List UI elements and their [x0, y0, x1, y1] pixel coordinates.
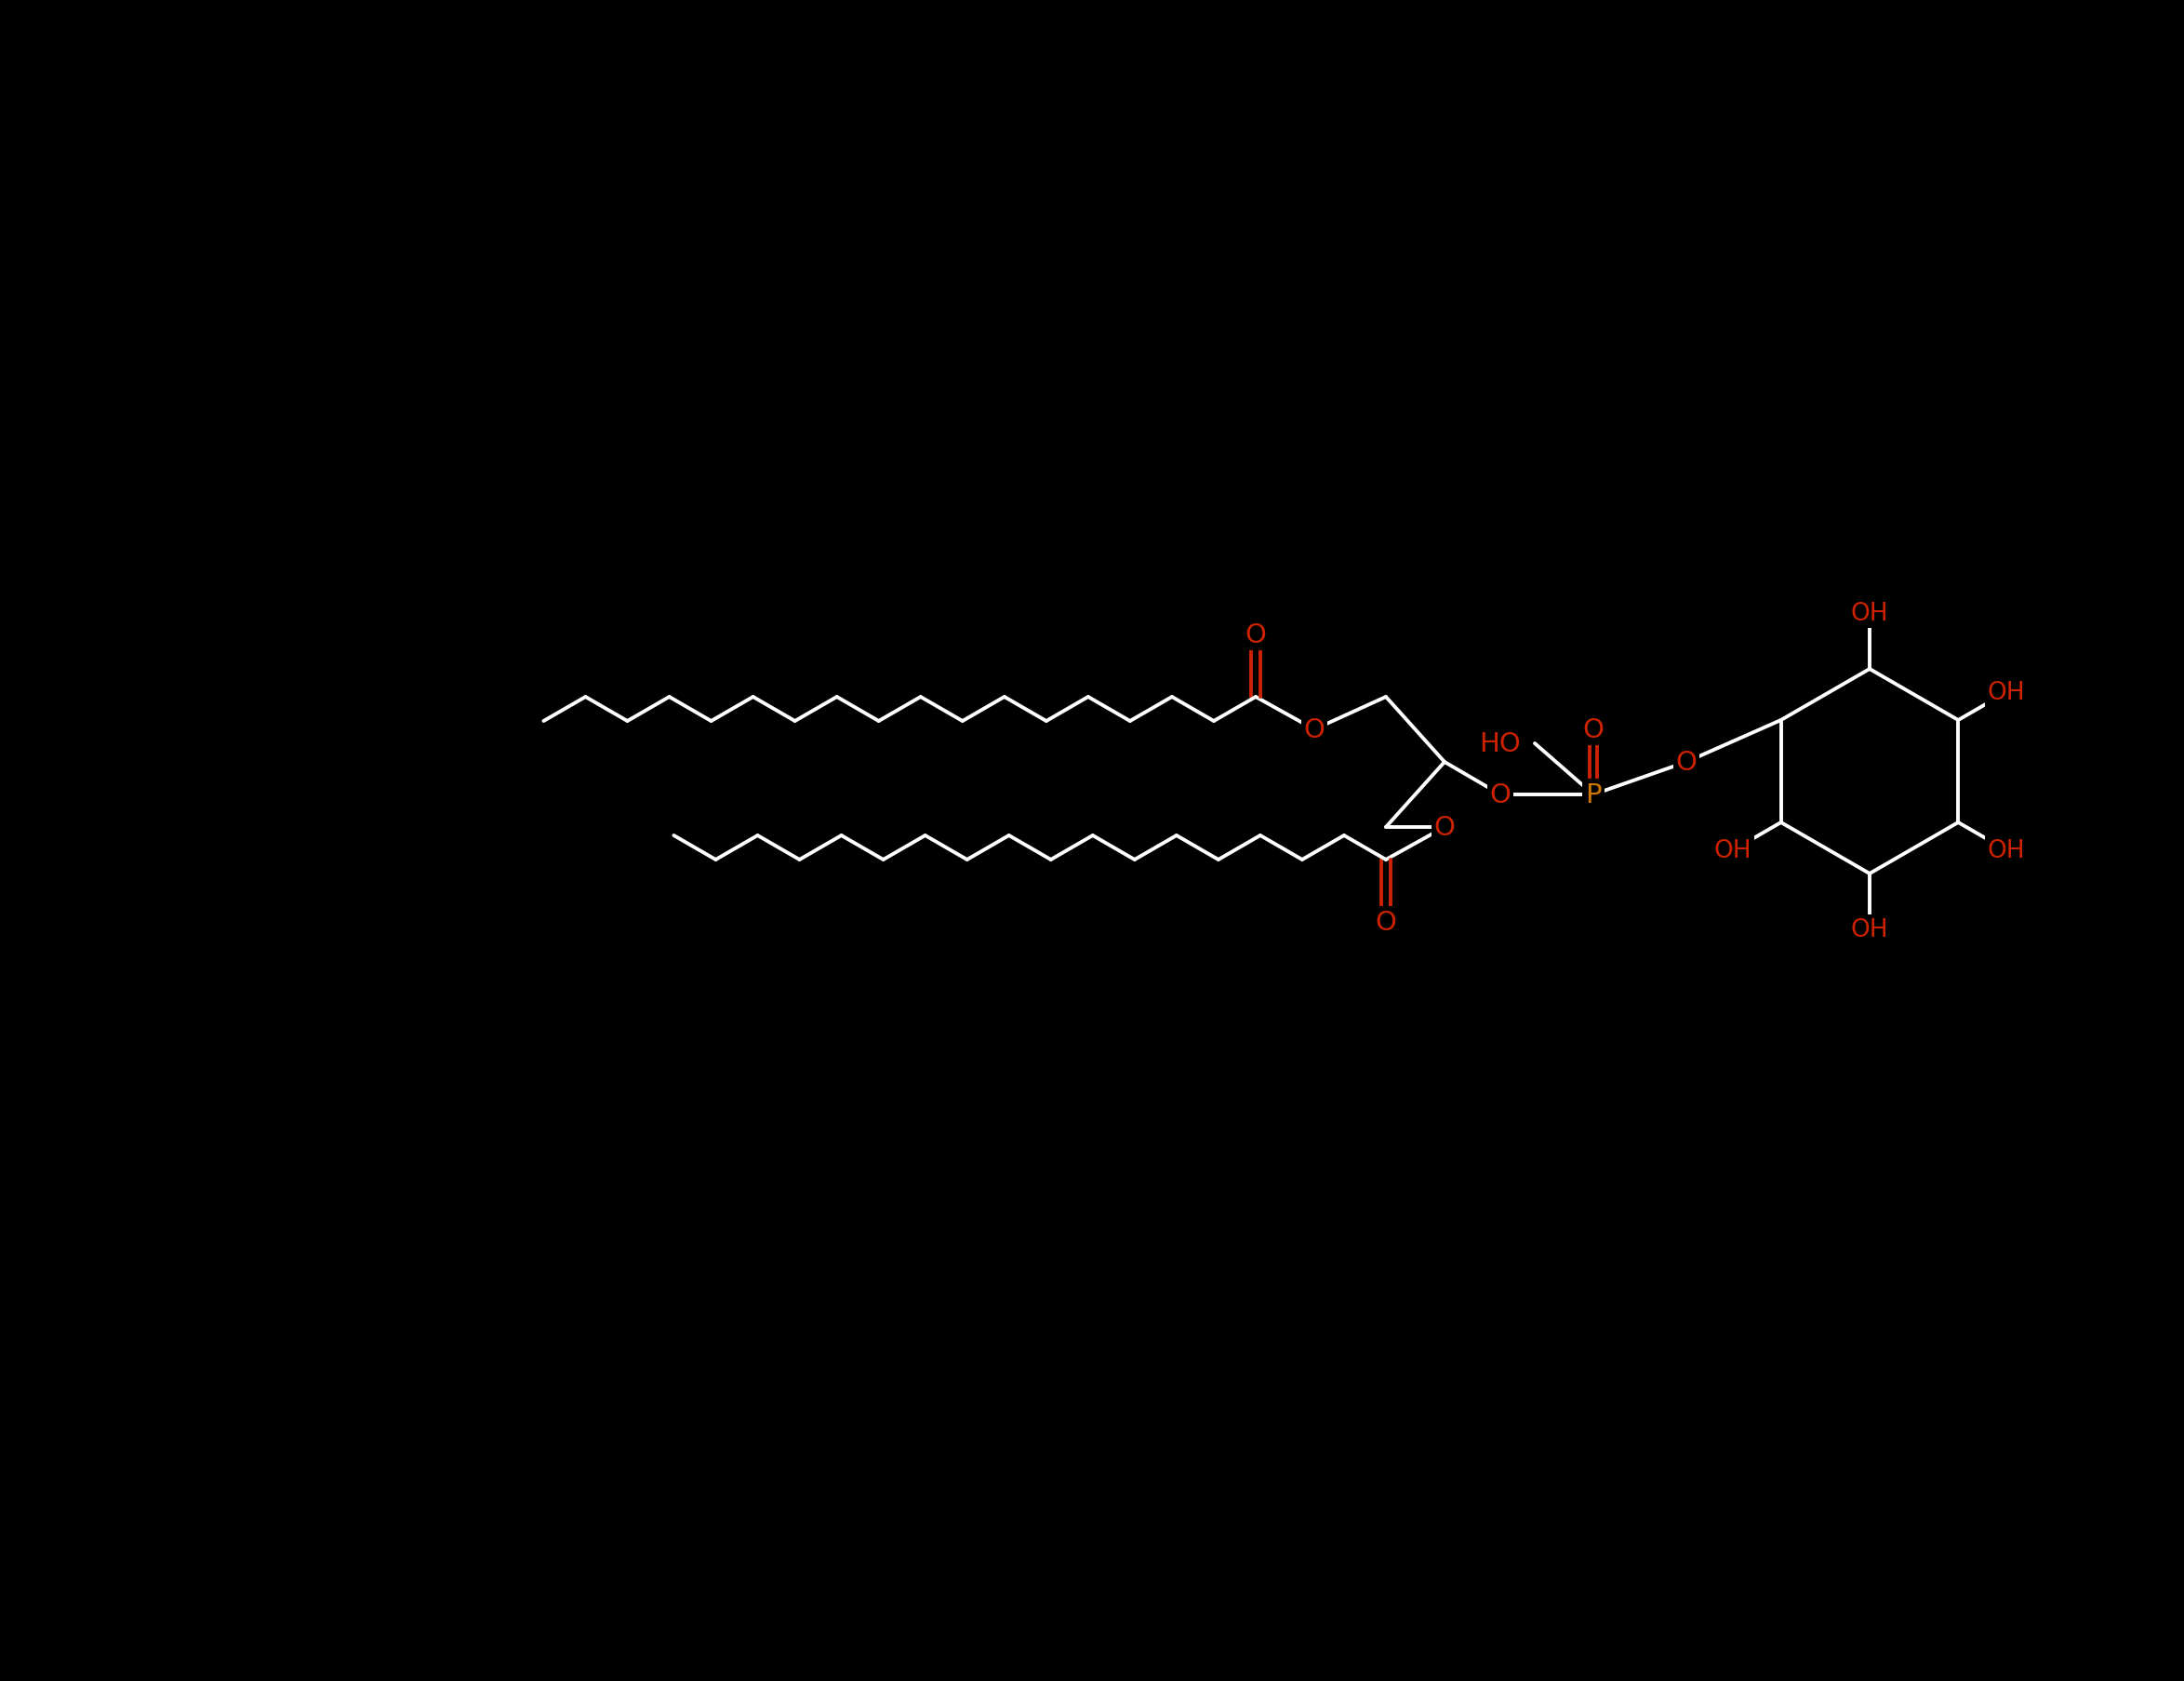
Text: OH: OH [1850, 918, 1889, 941]
Text: OH: OH [1987, 681, 2025, 704]
Text: O: O [1489, 782, 1511, 809]
Text: O: O [1376, 909, 1396, 935]
Text: OH: OH [1987, 839, 2025, 862]
Text: O: O [1583, 716, 1603, 743]
Text: OH: OH [1850, 602, 1889, 625]
Text: P: P [1586, 782, 1601, 809]
Text: O: O [1435, 815, 1455, 840]
Text: HO: HO [1479, 731, 1520, 756]
Text: O: O [1304, 716, 1326, 743]
Text: O: O [1675, 750, 1697, 775]
Text: OH: OH [1714, 839, 1752, 862]
Text: O: O [1245, 622, 1267, 649]
